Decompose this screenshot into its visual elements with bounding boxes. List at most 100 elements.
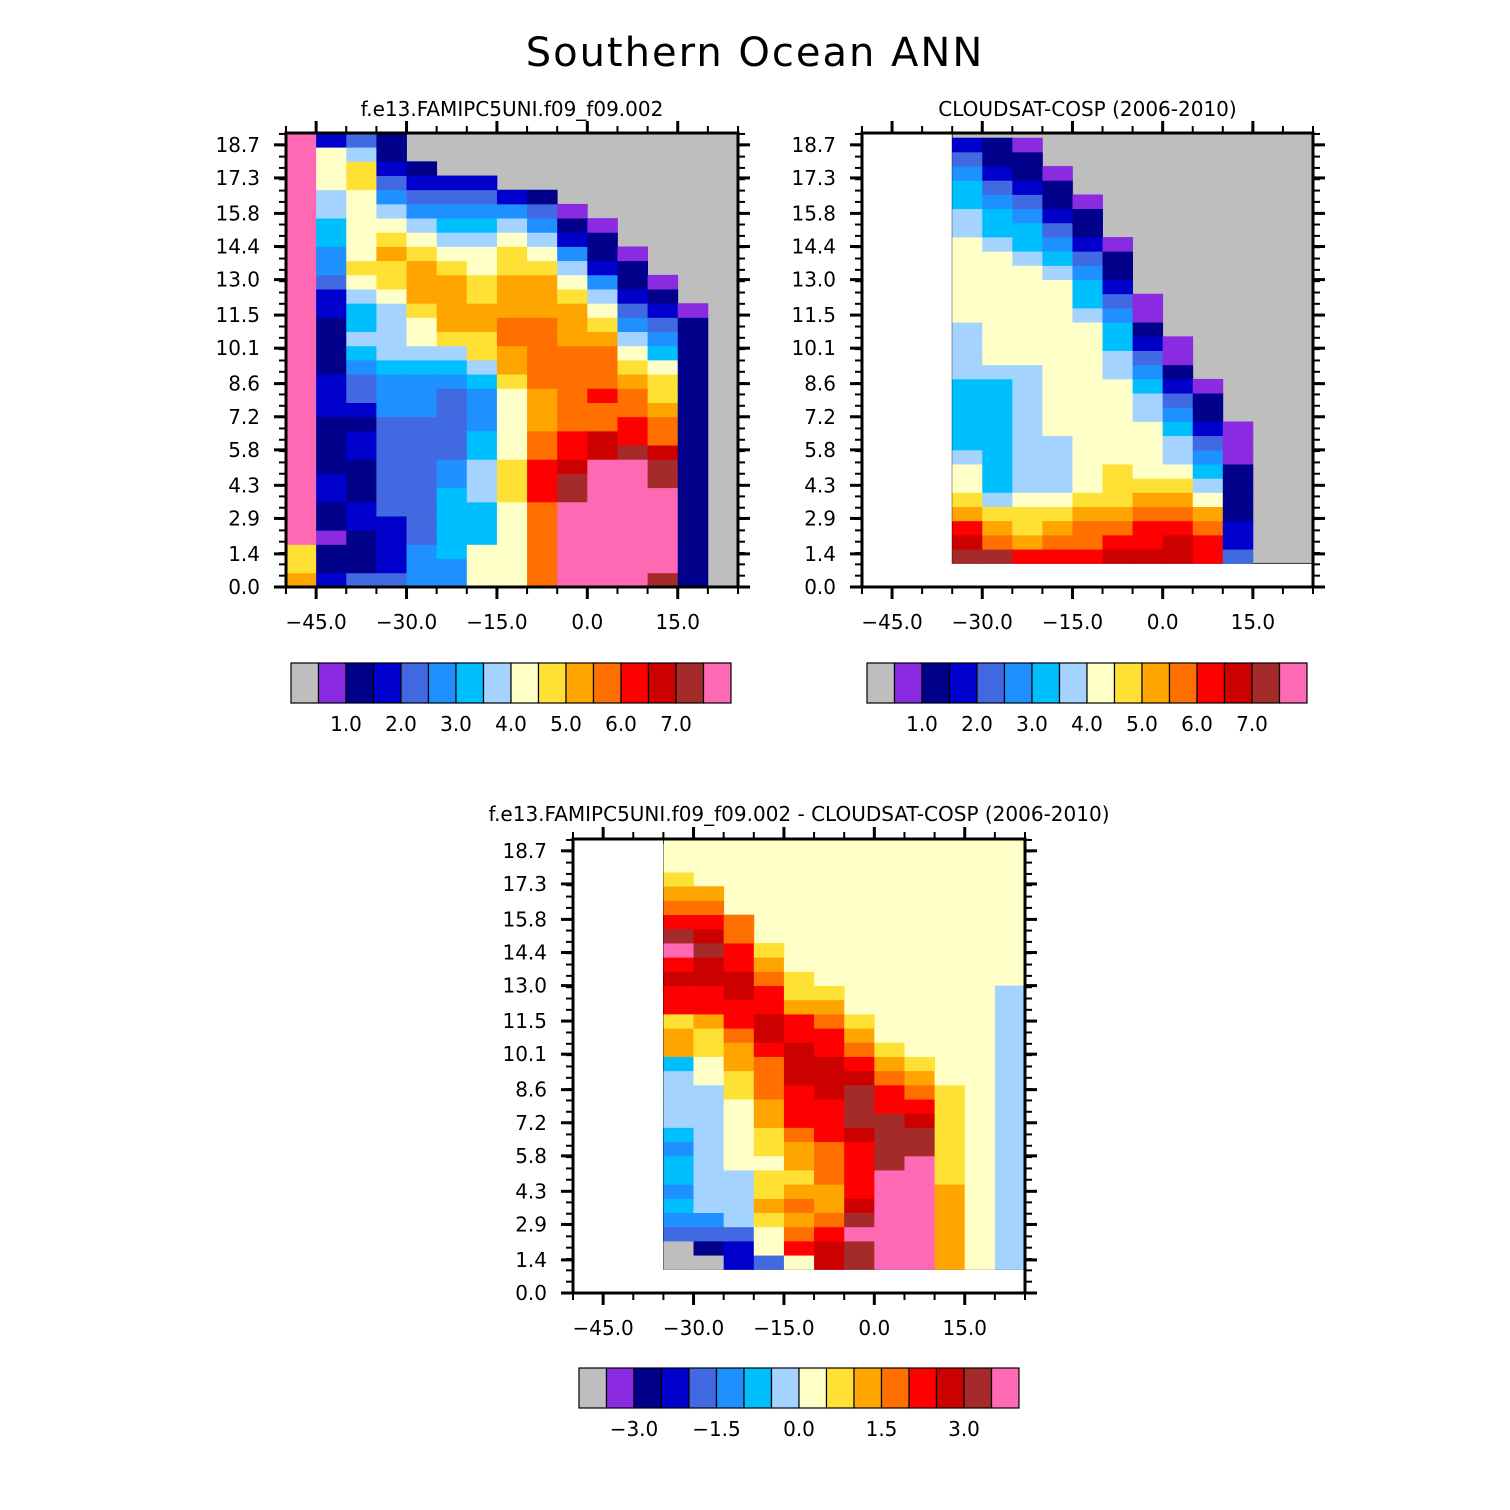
heatmap-cell [723,1099,755,1114]
heatmap-cell [647,473,679,489]
heatmap-cell [406,218,438,233]
heatmap-cell [286,374,317,389]
heatmap-cell [1222,421,1254,437]
heatmap-cell [647,544,679,560]
heatmap-cell [527,459,558,474]
colorbar-label: 6.0 [1181,712,1213,736]
heatmap-cell [663,1198,694,1214]
heatmap-cell [982,279,1013,295]
heatmap-cell [783,1212,815,1228]
heatmap-cell [994,1198,1026,1214]
heatmap-cell [557,558,588,574]
colorbar-box [948,662,978,704]
heatmap-cell [952,293,983,309]
heatmap-cell [496,487,528,503]
heatmap-cell [952,307,983,323]
heatmap-cell [814,1013,845,1029]
heatmap-cell [677,572,709,588]
colorbar-box [1086,662,1116,704]
heatmap-cell [647,445,679,460]
heatmap-cell [617,572,648,588]
heatmap-cell [952,478,983,493]
heatmap-cell [346,501,377,517]
y-tick-label: 4.3 [804,473,836,497]
heatmap-cell [527,388,558,403]
heatmap-cell [814,1099,845,1114]
heatmap-cell [466,331,498,347]
heatmap-cell [316,232,347,247]
heatmap-cell [952,364,983,380]
colorbar-label: 1.0 [906,712,938,736]
heatmap-cell [904,1240,935,1256]
heatmap-cell [723,1042,755,1057]
heatmap-cell [814,1141,845,1157]
colorbar-box [976,662,1006,704]
heatmap-cell [814,1155,845,1171]
heatmap-cell [874,1170,905,1185]
heatmap-cell [286,232,317,247]
heatmap-cell [964,957,996,972]
heatmap-cell [982,322,1013,337]
heatmap-cell [952,449,983,465]
heatmap-cell [647,402,679,418]
heatmap-cell [723,1240,755,1256]
heatmap-cell [934,1255,966,1270]
heatmap-cell [587,260,618,276]
heatmap-cell [496,260,528,276]
heatmap-cell [1102,407,1133,422]
heatmap-cell [406,161,438,176]
heatmap-cell [1102,279,1133,295]
heatmap-cell [1012,265,1043,281]
heatmap-cell [994,1028,1026,1043]
heatmap-cell [663,985,694,1001]
panel-title: CLOUDSAT-COSP (2006-2010) [938,97,1236,121]
heatmap-cell [994,1042,1026,1057]
heatmap-cell [527,374,558,389]
heatmap-cell [286,487,317,503]
heatmap-cell [557,402,588,418]
heatmap-cell [964,1184,996,1199]
heatmap-cell [964,1212,996,1228]
heatmap-cell [527,289,558,304]
heatmap-cell [617,360,648,375]
heatmap-cell [316,147,347,162]
heatmap-cell [964,999,996,1015]
heatmap-cell [814,1212,845,1228]
heatmap-cell [496,473,528,489]
heatmap-cell [753,971,785,987]
y-tick-label: 7.2 [515,1111,547,1135]
heatmap-cell [1042,549,1073,564]
heatmap-cell [1072,237,1103,252]
heatmap-cell [723,971,755,987]
heatmap-cell [753,1127,785,1143]
heatmap-cell [952,237,983,252]
colorbar-box [647,662,677,704]
y-tick-label: 1.4 [228,542,260,566]
heatmap-cell [316,303,347,318]
colorbar-box [688,1367,718,1409]
heatmap-cell [1222,435,1254,451]
heatmap-cell [783,1155,815,1171]
heatmap-cell [783,1141,815,1157]
heatmap-cell [587,558,618,574]
heatmap-cell [496,388,528,403]
heatmap-cell [466,430,498,446]
heatmap-cell [677,388,709,403]
heatmap-cell [874,1070,905,1086]
heatmap-cell [783,1013,815,1029]
heatmap-cell [982,180,1013,195]
heatmap-cell [783,1028,815,1043]
y-tick-label: 5.8 [228,438,260,462]
colorbar-box [715,1367,745,1409]
heatmap-cell [844,1042,875,1057]
heatmap-cell [436,558,468,574]
heatmap-cell [1012,293,1043,309]
heatmap-cell [557,416,588,432]
colorbar-box [853,1367,883,1409]
heatmap-cell [693,1155,725,1171]
heatmap-cell [1102,520,1133,536]
heatmap-cell [346,530,377,545]
colorbar-box [798,1367,828,1409]
heatmap-cell [496,203,528,219]
heatmap-cell [814,1184,845,1199]
